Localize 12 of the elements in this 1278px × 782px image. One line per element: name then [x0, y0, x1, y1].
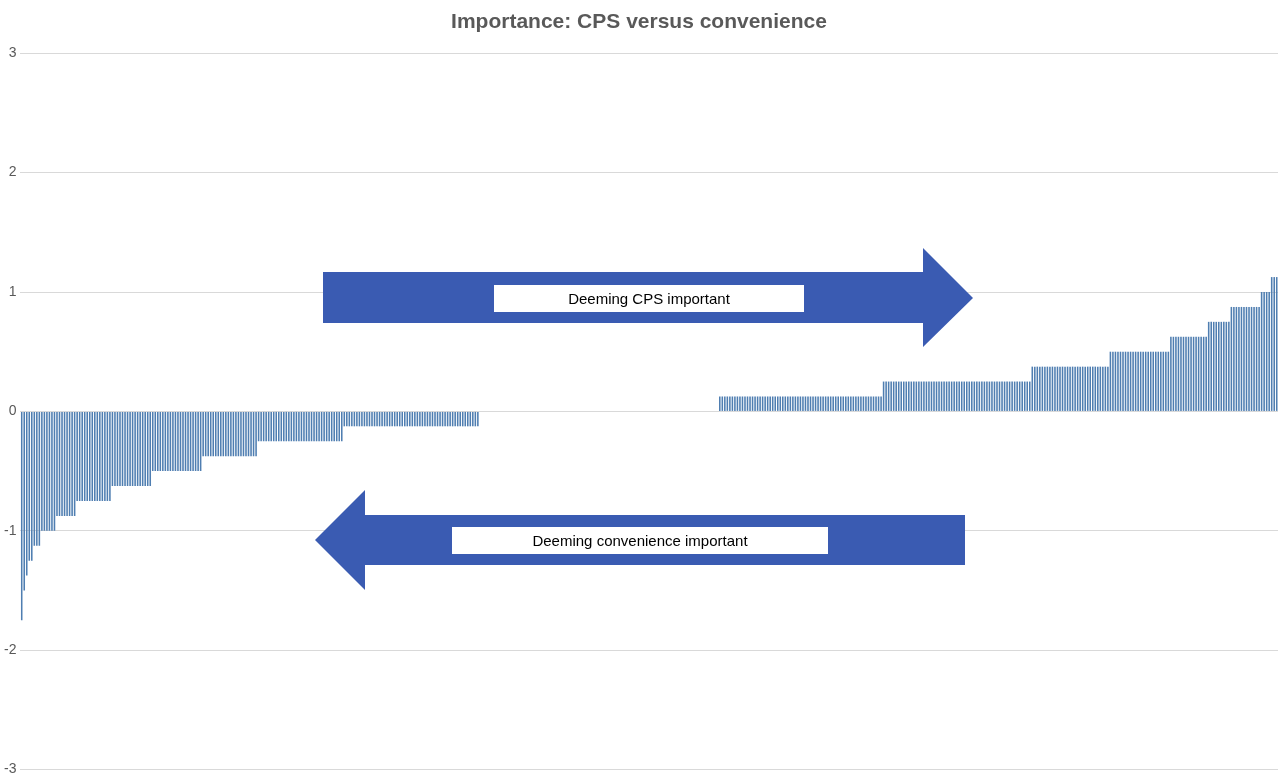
- y-tick-label: -2: [4, 641, 17, 658]
- annotation: Deeming CPS important: [568, 290, 730, 307]
- y-tick-label: 2: [8, 163, 17, 180]
- annotation: Deeming convenience important: [532, 532, 748, 549]
- y-tick-label: -3: [4, 760, 17, 777]
- y-tick-label: 1: [8, 282, 17, 299]
- y-tick-label: -1: [4, 521, 17, 538]
- y-tick-label: 3: [8, 44, 17, 61]
- y-tick-label: 0: [8, 402, 17, 419]
- chart-title: Importance: CPS versus convenience: [451, 9, 827, 33]
- text-box: Deeming CPS important: [494, 285, 804, 312]
- text-box: Deeming convenience important: [452, 527, 828, 554]
